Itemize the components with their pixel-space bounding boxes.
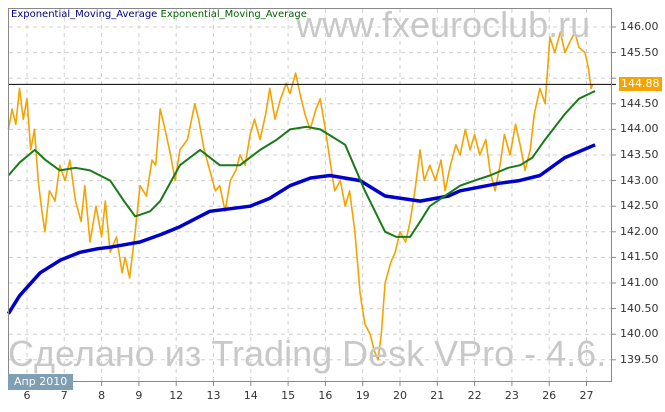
y-tick-label: 142.50 bbox=[620, 199, 659, 213]
last-price-tag: 144.88 bbox=[619, 77, 662, 92]
x-tick-label: 9 bbox=[135, 389, 143, 402]
x-tick-label: 13 bbox=[206, 389, 221, 402]
y-tick-label: 140.00 bbox=[620, 327, 659, 341]
x-tick-label: 16 bbox=[318, 389, 333, 402]
price-line bbox=[7, 31, 594, 361]
y-tick-label: 144.00 bbox=[620, 122, 659, 136]
x-tick-label: 22 bbox=[467, 389, 482, 402]
y-tick-label: 143.00 bbox=[620, 173, 659, 187]
month-label: Апр 2010 bbox=[8, 374, 74, 390]
legend: Exponential_Moving_Average Exponential_M… bbox=[11, 9, 307, 20]
y-tick-label: 140.50 bbox=[620, 301, 659, 315]
ema-fast-line bbox=[7, 90, 596, 238]
x-tick-label: 7 bbox=[60, 389, 68, 402]
x-tick-label: 6 bbox=[23, 389, 31, 402]
x-tick-label: 21 bbox=[430, 389, 445, 402]
x-tick-label: 15 bbox=[281, 389, 296, 402]
ema-slow-line bbox=[6, 143, 596, 315]
series-lines bbox=[6, 31, 616, 361]
legend-ema-fast: Exponential_Moving_Average bbox=[160, 9, 307, 20]
x-tick-label: 8 bbox=[98, 389, 106, 402]
grid bbox=[9, 9, 616, 386]
y-tick-label: 144.50 bbox=[620, 96, 659, 110]
y-tick-label: 141.50 bbox=[620, 250, 659, 264]
y-tick-label: 142.00 bbox=[620, 224, 659, 238]
x-tick-label: 20 bbox=[393, 389, 407, 402]
x-tick-label: 23 bbox=[504, 389, 519, 402]
y-tick-label: 141.00 bbox=[620, 276, 659, 289]
x-tick-label: 12 bbox=[169, 389, 184, 402]
y-tick-label: 146.00 bbox=[620, 20, 659, 33]
y-tick-label: 139.50 bbox=[620, 352, 659, 366]
watermark-site: www.fxeuroclub.ru bbox=[296, 4, 591, 45]
plot-border bbox=[8, 8, 612, 382]
y-tick-label: 143.50 bbox=[620, 148, 659, 161]
x-tick-label: 19 bbox=[355, 389, 370, 402]
x-tick-label: 14 bbox=[243, 389, 258, 402]
watermark-software: Сделано из Trading Desk VPro - 4.6. bbox=[8, 333, 607, 374]
x-tick-label: 27 bbox=[579, 389, 594, 402]
x-tick-label: 26 bbox=[542, 389, 557, 402]
legend-ema-slow: Exponential_Moving_Average bbox=[11, 9, 158, 20]
y-tick-label: 145.50 bbox=[620, 45, 659, 59]
